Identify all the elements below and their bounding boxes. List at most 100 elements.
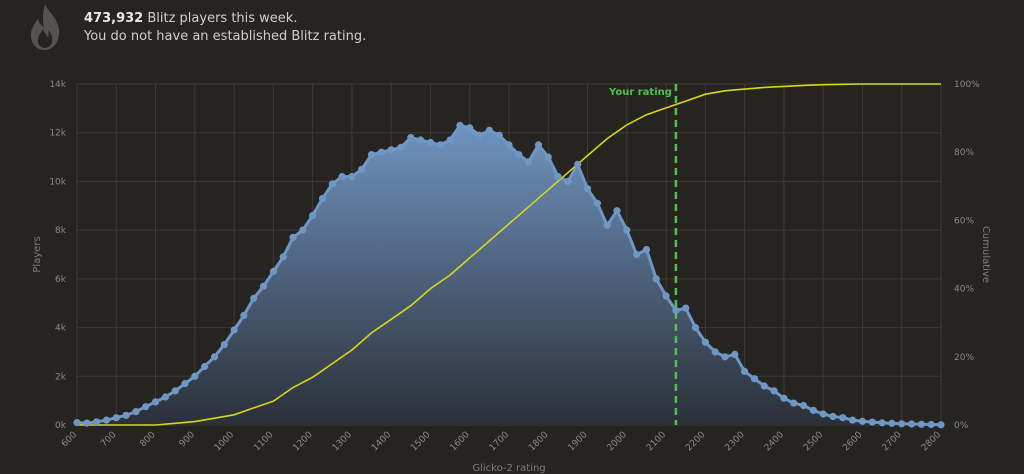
distribution-point	[259, 282, 268, 290]
x-tick-label: 600	[60, 430, 79, 449]
rating-distribution-chart: Your rating 600 700 800 900 1000 1100 1200 1300…	[32, 80, 991, 474]
distribution-point	[309, 211, 317, 220]
distribution-point	[151, 398, 160, 406]
players-line: 473,932 Blitz players this week.	[84, 10, 366, 28]
x-tick-label: 700	[99, 430, 118, 449]
distribution-point	[73, 419, 81, 427]
distribution-point	[898, 420, 906, 428]
distribution-point	[102, 416, 111, 424]
distribution-point	[731, 350, 739, 358]
distribution-point	[456, 121, 464, 129]
distribution-point	[299, 226, 307, 234]
distribution-point	[112, 414, 120, 422]
y-left-tick-label: 14k	[49, 80, 66, 90]
x-tick-label: 2700	[881, 430, 904, 453]
y-right-axis-title: Cumulative	[980, 226, 991, 283]
distribution-point	[161, 393, 169, 401]
x-tick-label: 2800	[920, 430, 943, 453]
distribution-point	[407, 134, 415, 142]
distribution-point	[250, 294, 258, 302]
distribution-point	[220, 341, 228, 349]
distribution-points	[73, 121, 945, 429]
x-tick-label: 800	[138, 430, 157, 449]
x-tick-label: 1500	[409, 430, 432, 453]
distribution-point	[780, 394, 788, 402]
distribution-point	[122, 411, 130, 419]
distribution-point	[799, 401, 808, 410]
distribution-point	[318, 194, 327, 203]
distribution-point	[819, 410, 827, 418]
distribution-point	[279, 253, 287, 261]
y-left-tick-label: 2k	[55, 372, 67, 382]
x-tick-label: 1200	[291, 430, 314, 453]
flame-icon	[30, 4, 60, 50]
distribution-point	[554, 173, 562, 181]
distribution-point	[338, 173, 346, 181]
distribution-point	[348, 173, 356, 181]
distribution-point	[868, 418, 876, 426]
distribution-point	[397, 143, 405, 151]
distribution-point	[230, 326, 238, 334]
y-right-tick-label: 60%	[954, 216, 974, 226]
distribution-point	[603, 221, 611, 229]
distribution-point	[750, 375, 759, 383]
distribution-area	[76, 123, 942, 427]
distribution-point	[849, 416, 857, 424]
distribution-point	[642, 246, 651, 254]
distribution-point	[937, 421, 945, 429]
distribution-point	[93, 418, 101, 426]
x-tick-label: 1300	[331, 430, 354, 453]
y-right-tick-label: 0%	[954, 421, 969, 431]
distribution-point	[446, 136, 454, 144]
y-left-tick-label: 8k	[55, 226, 67, 236]
distribution-fill	[77, 125, 941, 426]
distribution-point	[701, 338, 710, 346]
distribution-point	[770, 387, 778, 395]
distribution-point	[623, 226, 631, 234]
x-tick-label: 2600	[841, 430, 864, 453]
y-left-tick-label: 0k	[55, 421, 67, 431]
distribution-point	[760, 382, 768, 390]
distribution-point	[515, 151, 523, 159]
distribution-point	[878, 419, 886, 427]
distribution-point	[917, 420, 926, 428]
distribution-point	[436, 141, 444, 149]
distribution-point	[417, 136, 425, 144]
distribution-point	[829, 412, 837, 421]
y-right-tick-label: 80%	[954, 148, 974, 158]
y-left-tick-label: 6k	[55, 275, 67, 285]
distribution-point	[534, 141, 543, 149]
distribution-point	[525, 158, 533, 166]
distribution-point	[475, 131, 484, 139]
distribution-point	[191, 372, 199, 380]
y-right-tick-label: 20%	[954, 353, 974, 363]
your-rating-label: Your rating	[608, 87, 672, 98]
distribution-point	[132, 408, 140, 416]
distribution-point	[181, 380, 189, 388]
y-left-tick-label: 12k	[49, 129, 66, 139]
distribution-point	[741, 367, 749, 375]
distribution-point	[358, 165, 366, 173]
distribution-point	[289, 233, 297, 241]
players-text: Blitz players this week.	[143, 11, 298, 26]
x-tick-label: 2400	[763, 430, 786, 453]
cumulative-line	[77, 83, 941, 426]
x-tick-label: 1100	[252, 430, 275, 453]
distribution-point	[839, 414, 847, 422]
distribution-point	[907, 420, 916, 428]
distribution-point	[711, 348, 719, 356]
distribution-point	[377, 148, 385, 156]
y-left-tick-label: 4k	[55, 324, 67, 334]
player-count: 473,932	[84, 11, 144, 26]
distribution-point	[564, 177, 572, 185]
distribution-point	[387, 146, 395, 154]
distribution-point	[426, 138, 435, 147]
x-tick-label: 1900	[566, 430, 589, 453]
distribution-point	[809, 406, 818, 414]
x-tick-label: 1400	[370, 430, 393, 453]
distribution-point	[505, 141, 513, 149]
your-rating-marker: Your rating	[608, 84, 678, 425]
y-left-tick-label: 10k	[49, 177, 66, 187]
x-tick-label: 1000	[213, 430, 236, 453]
x-tick-label: 2200	[684, 430, 707, 453]
